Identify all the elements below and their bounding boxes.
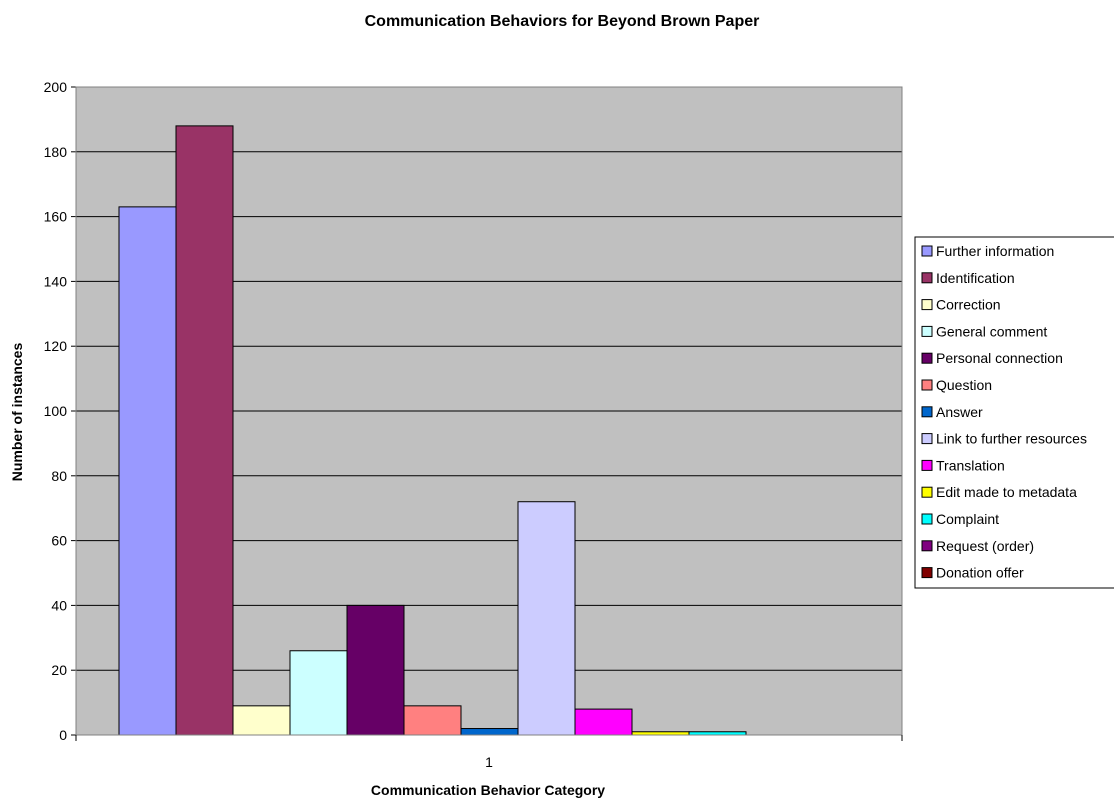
legend-swatch <box>921 272 933 284</box>
bar-identification <box>175 125 234 736</box>
plot-border <box>75 86 903 736</box>
legend-swatch <box>921 513 933 525</box>
legend-label: Edit made to metadata <box>936 484 1077 500</box>
legend-label: Translation <box>936 457 1005 473</box>
legend-label: Answer <box>936 404 983 420</box>
y-tick-label: 60 <box>51 533 67 549</box>
y-tick-label: 120 <box>44 338 68 354</box>
legend-label: Correction <box>936 297 1001 313</box>
legend-label: General comment <box>936 323 1047 339</box>
y-tick-label: 140 <box>44 273 68 289</box>
y-tick-label: 80 <box>51 468 67 484</box>
legend-swatch <box>921 379 933 391</box>
bar-further-information <box>118 206 177 736</box>
legend-swatch <box>921 433 933 445</box>
bar-personal-connection <box>346 604 405 736</box>
legend-box <box>914 236 1114 589</box>
legend-label: Personal connection <box>936 350 1063 366</box>
y-tick-label: 200 <box>44 79 68 95</box>
chart-title: Communication Behaviors for Beyond Brown… <box>365 13 760 30</box>
bar-correction <box>232 705 291 736</box>
bar-translation <box>574 708 633 736</box>
legend-label: Complaint <box>936 511 999 527</box>
legend: Further information Identification Correct… <box>914 236 1114 589</box>
legend-swatch <box>921 486 933 498</box>
legend-label: Further information <box>936 243 1054 259</box>
legend-swatch <box>921 352 933 364</box>
legend-swatch <box>921 540 933 552</box>
y-tick-label: 20 <box>51 662 67 678</box>
legend-swatch <box>921 406 933 418</box>
x-axis-label: Communication Behavior Category <box>371 782 605 798</box>
bar-question <box>403 705 462 736</box>
y-tick-label: 180 <box>44 144 68 160</box>
legend-label: Request (order) <box>936 538 1034 554</box>
legend-swatch <box>921 325 933 337</box>
legend-swatch <box>921 299 933 311</box>
y-tick-label: 0 <box>59 727 67 743</box>
legend-swatch <box>921 567 933 579</box>
legend-label: Link to further resources <box>936 431 1087 447</box>
bar-answer <box>460 728 519 736</box>
y-tick-label: 160 <box>44 209 68 225</box>
y-axis-label: Number of instances <box>9 343 25 482</box>
legend-swatch <box>921 245 933 257</box>
x-tick-label: 1 <box>485 754 493 770</box>
legend-label: Question <box>936 377 992 393</box>
legend-label: Identification <box>936 270 1015 286</box>
y-tick-label: 40 <box>51 597 67 613</box>
bar-general-comment <box>289 650 348 736</box>
y-tick-label: 100 <box>44 403 68 419</box>
legend-swatch <box>921 459 933 471</box>
bar-link-to-further-resources <box>517 501 576 736</box>
legend-label: Donation offer <box>936 565 1024 581</box>
